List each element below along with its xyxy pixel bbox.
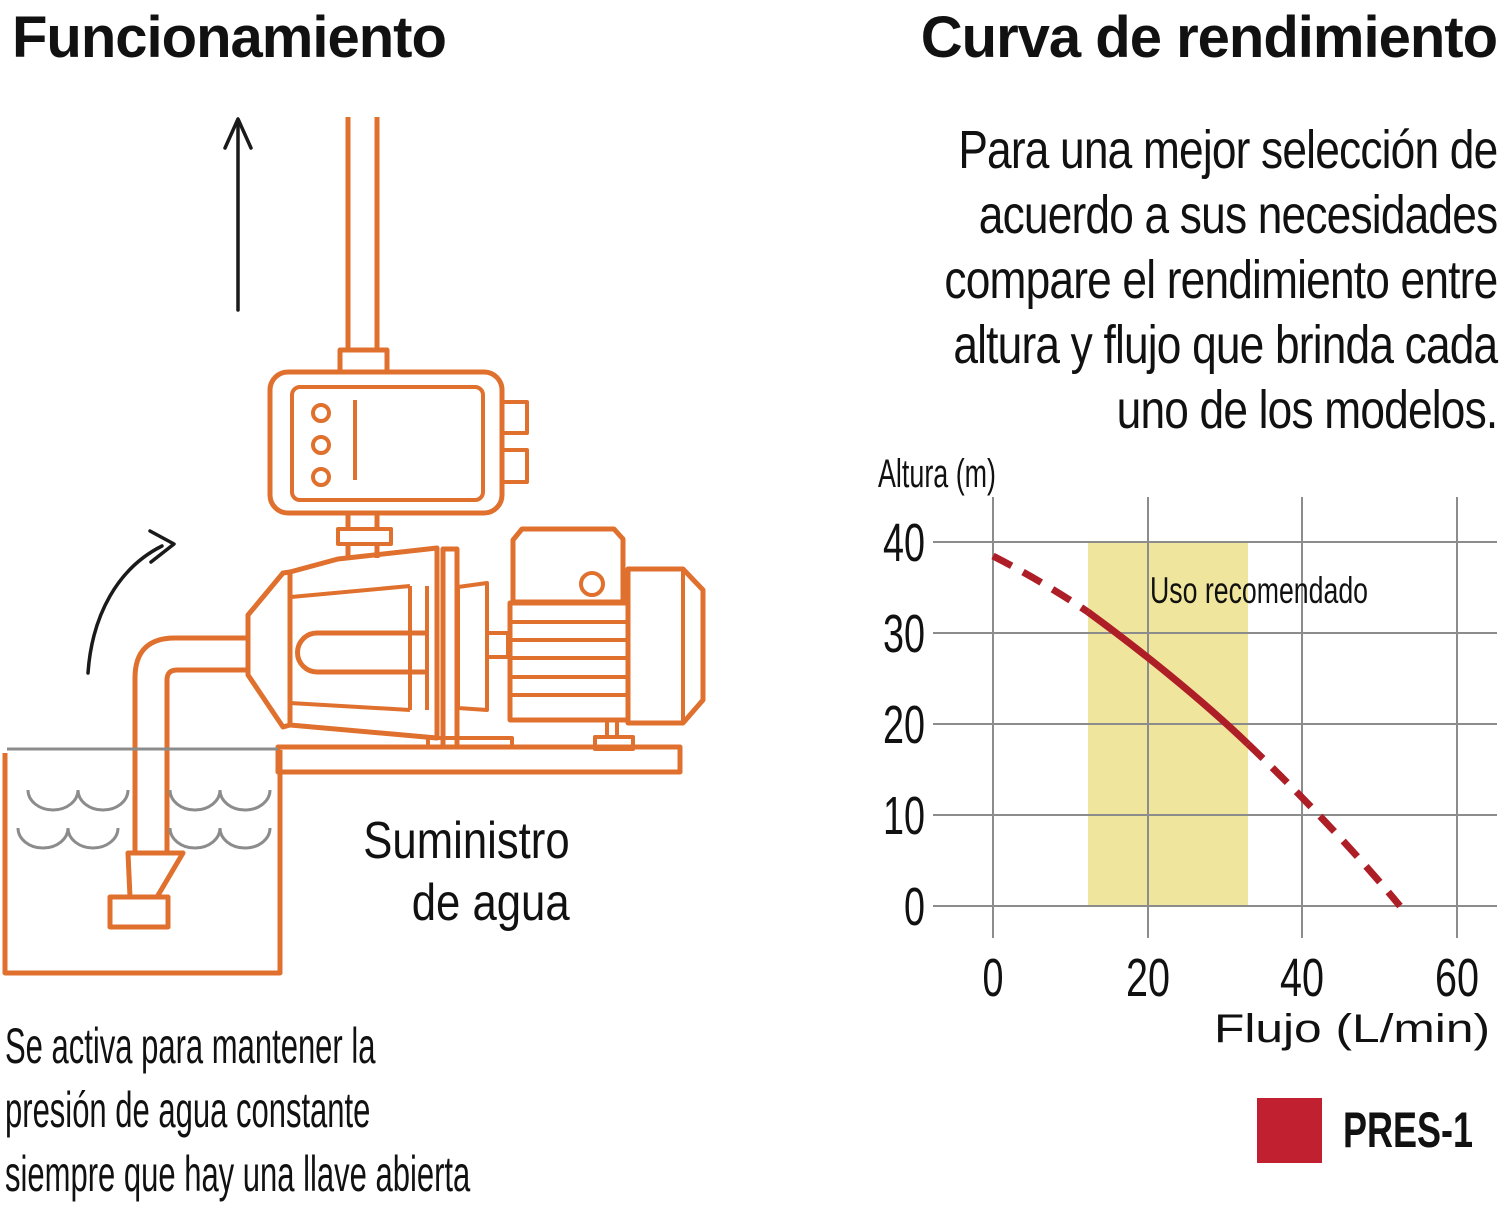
y-axis-label: Altura (m): [878, 452, 996, 496]
x-tick-0: 0: [983, 948, 1004, 1008]
up-arrow-icon: [223, 117, 253, 312]
y-tick-0: 0: [904, 877, 925, 937]
intro-line: compare el rendimiento entre: [944, 250, 1498, 310]
legend-series-label: PRES-1: [1343, 1102, 1473, 1158]
x-tick-40: 40: [1280, 948, 1324, 1008]
intro-line: Para una mejor selección de: [957, 120, 1498, 180]
intro-line: uno de los modelos.: [1116, 380, 1498, 440]
y-tick-10: 10: [883, 786, 925, 846]
x-axis-label: Flujo (L/min): [1214, 1007, 1490, 1051]
y-tick-20: 20: [883, 695, 925, 755]
chart-legend: PRES-1: [1257, 1098, 1473, 1163]
intro-line: acuerdo a sus necesidades: [978, 185, 1497, 245]
foot-valve: [107, 850, 186, 930]
curved-arrow-icon: [86, 529, 176, 675]
recommended-use-label: Uso recomendado: [1150, 570, 1368, 611]
operation-caption: Se activa para mantener la presión de ag…: [5, 1014, 470, 1205]
caption-line: Se activa para mantener la: [5, 1018, 376, 1074]
discharge-pipe: [337, 117, 390, 375]
water-supply-line: Suministro: [363, 812, 570, 870]
water-waves-icon: [16, 789, 272, 850]
right-section-title: Curva de rendimiento: [920, 5, 1498, 70]
y-tick-labels: 40 30 20 10 0: [883, 513, 925, 937]
intro-line: altura y flujo que brinda cada: [952, 315, 1498, 375]
y-tick-30: 30: [883, 604, 925, 664]
caption-line: siempre que hay una llave abierta: [5, 1146, 471, 1202]
chart-grid: [933, 497, 1497, 938]
caption-line: presión de agua constante: [5, 1082, 371, 1138]
water-supply-label: Suministro de agua: [364, 810, 570, 934]
water-tank: [2, 747, 283, 976]
water-supply-line: de agua: [412, 874, 570, 932]
y-tick-40: 40: [883, 513, 925, 573]
suction-pipe: [132, 635, 250, 853]
pressure-controller: [267, 369, 529, 559]
performance-chart: Altura (m) Flujo (L/min) Uso recomendado…: [878, 452, 1497, 1163]
pump-curve: [991, 552, 1403, 909]
intro-paragraph: Para una mejor selección de acuerdo a su…: [944, 118, 1498, 443]
x-tick-20: 20: [1126, 948, 1170, 1008]
x-tick-labels: 0 20 40 60: [983, 948, 1480, 1008]
x-tick-60: 60: [1435, 948, 1479, 1008]
left-section-title: Funcionamiento: [12, 5, 447, 70]
pump-illustration: [245, 526, 706, 775]
legend-swatch-icon: [1257, 1098, 1322, 1163]
